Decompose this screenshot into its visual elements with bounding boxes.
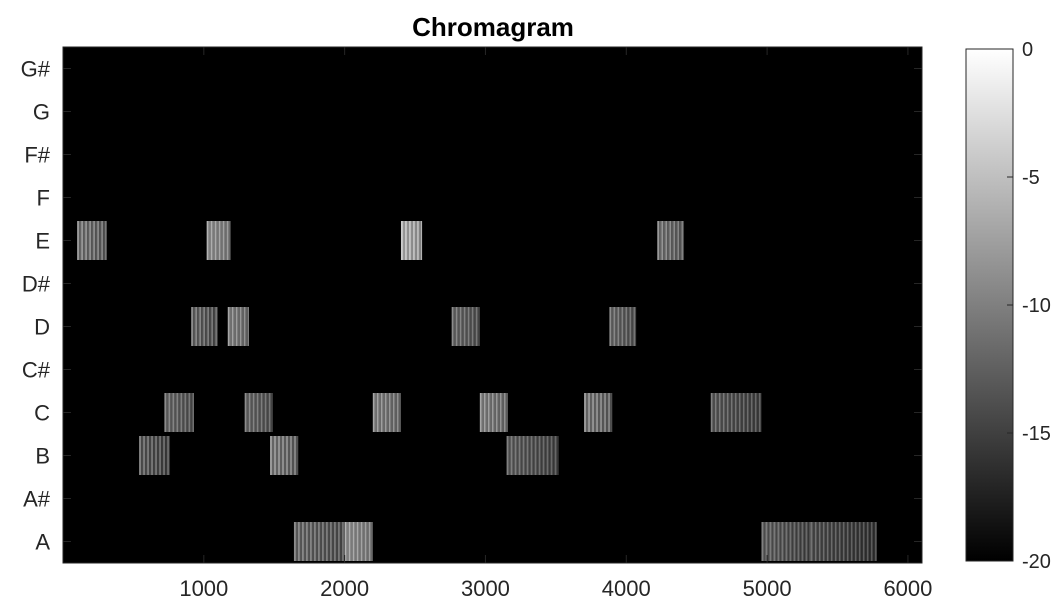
colorbar (965, 48, 1014, 562)
y-tick-label-A: A (35, 530, 50, 555)
heatmap-block-C-18 (710, 393, 762, 432)
y-tick-label-A#: A# (23, 487, 51, 512)
heatmap-block-C-13 (479, 393, 508, 432)
y-tick-label-G: G (33, 100, 50, 125)
heatmap-block-D-12 (451, 307, 480, 346)
y-tick-label-E: E (35, 229, 50, 254)
colorbar-tick-label--15: -15 (1022, 423, 1051, 445)
heatmap-block-B-14 (506, 436, 559, 475)
y-tick-label-G#: G# (21, 57, 51, 82)
x-tick-label-6000: 6000 (883, 576, 932, 601)
colorbar-tick-label--20: -20 (1022, 551, 1051, 573)
heatmap-block-D-16 (609, 307, 637, 346)
x-tick-label-3000: 3000 (461, 576, 510, 601)
colorbar-ticks: 0 -5 -10 -15 -20 (1007, 39, 1051, 573)
heatmap-block-E-11 (400, 221, 423, 260)
x-tick-label-2000: 2000 (320, 576, 369, 601)
colorbar-tick-label-0: 0 (1022, 39, 1033, 61)
heatmap-block-C-10 (372, 393, 401, 432)
y-tick-label-C#: C# (22, 358, 51, 383)
heatmap-block-A-19 (761, 522, 811, 561)
y-tick-label-D: D (34, 315, 50, 340)
x-tick-label-1000: 1000 (179, 576, 228, 601)
heatmap-block-C-15 (584, 393, 613, 432)
y-tick-label-F#: F# (24, 143, 50, 168)
heatmap-block-A-20 (810, 522, 877, 561)
heatmap-block-D-3 (191, 307, 218, 346)
heatmap-block-E-17 (657, 221, 685, 260)
y-tick-label-B: B (35, 444, 50, 469)
axis-ticks (63, 47, 922, 563)
heatmap-block-A-8 (293, 522, 345, 561)
heatmap-block-C-2 (164, 393, 194, 432)
y-axis-tick-labels: A A# BC C# D D# EF F# G G# (21, 57, 51, 555)
x-axis-tick-labels: 1000 2000 3000 4000 5000 6000 (179, 576, 932, 601)
plot-area (63, 47, 922, 563)
chart-title: Chromagram (412, 12, 574, 42)
heatmap-block-B-7 (270, 436, 299, 475)
colorbar-tick-label--5: -5 (1022, 167, 1040, 189)
heatmap-block-E-4 (206, 221, 231, 260)
x-tick-label-4000: 4000 (602, 576, 651, 601)
colorbar-tick-label--10: -10 (1022, 295, 1051, 317)
heatmap-block-E-0 (77, 221, 107, 260)
y-tick-label-D#: D# (22, 272, 51, 297)
x-tick-label-5000: 5000 (743, 576, 792, 601)
y-tick-label-C: C (34, 401, 50, 426)
heatmap-block-D-5 (227, 307, 249, 346)
y-tick-label-F: F (37, 186, 50, 211)
heatmap-block-C-6 (244, 393, 273, 432)
heatmap-blocks (77, 221, 877, 561)
plot-frame (62, 46, 923, 564)
heatmap-block-B-1 (139, 436, 171, 475)
heatmap-block-A-9 (344, 522, 373, 561)
